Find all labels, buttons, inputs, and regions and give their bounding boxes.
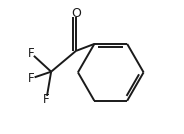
Text: F: F [28, 72, 35, 85]
Text: F: F [43, 93, 50, 106]
Text: O: O [71, 7, 81, 20]
Text: F: F [28, 47, 35, 60]
